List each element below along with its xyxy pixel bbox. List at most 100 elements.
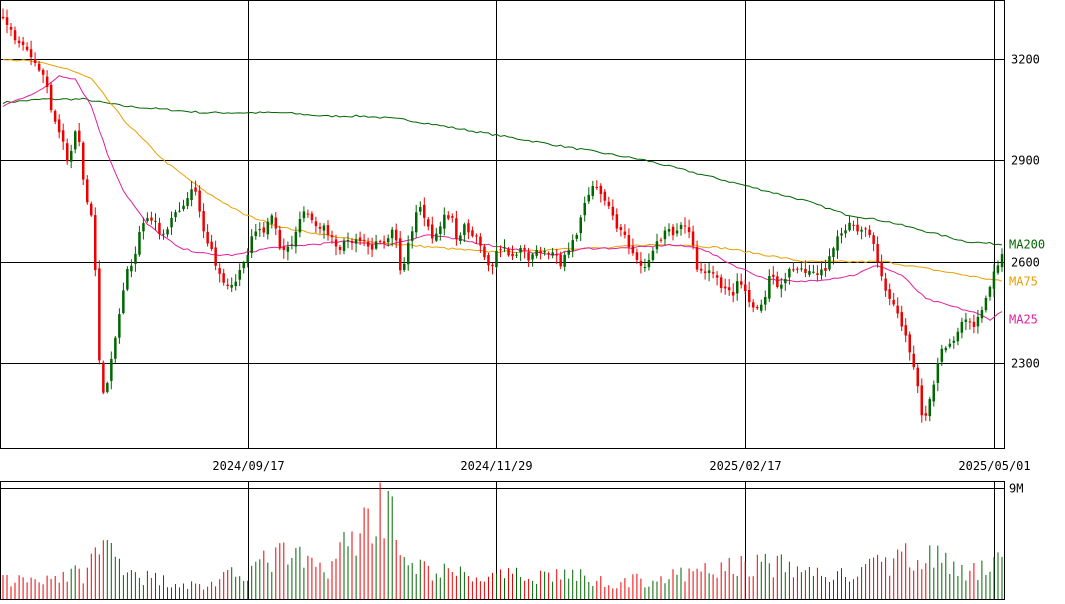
candle-body [956,331,960,342]
candle-body [539,251,542,253]
candle-body [394,229,398,241]
candle-body [531,254,534,260]
candle-body [274,217,278,229]
candle-body [98,268,101,361]
candle-body [122,290,125,314]
candle-body [214,247,217,266]
candle-body [944,347,948,351]
candle-body [66,143,69,162]
candle-body [603,191,607,201]
candle-body [326,225,330,235]
candle-body [948,343,952,347]
candle-body [527,252,530,261]
candle-body [780,284,783,289]
candle-body [455,218,458,239]
candle-body [246,255,249,263]
candle-body [138,232,141,255]
candle-body [800,268,803,270]
candle-body [278,229,282,249]
candle-body [306,213,310,215]
candle-body [322,225,326,231]
candle-body [21,41,25,45]
candle-body [796,268,799,270]
candle-body [146,218,149,222]
candle-body [366,241,370,247]
candle-body [844,230,847,234]
candle-body [567,250,570,255]
candle-body [61,130,65,142]
candle-body [106,383,109,392]
candle-body [804,268,807,273]
candle-body [980,310,984,319]
candle-body [45,76,49,87]
candle-body [964,319,968,322]
candle-body [868,229,871,235]
candle-body [788,269,791,278]
candle-body [952,340,956,343]
candle-body [282,246,286,251]
candle-body [687,227,691,233]
ma25-line [2,75,1003,321]
candle-body [150,217,153,221]
candle-body [972,321,976,327]
candle-body [242,262,245,269]
candle-body [423,204,426,218]
candle-body [250,236,253,253]
candle-body [924,413,927,416]
candle-body [828,256,831,270]
candle-body [683,225,687,227]
candle-body [130,265,133,272]
candle-body [459,235,462,241]
candle-body [519,248,522,253]
candle-body [218,268,221,274]
candle-body [563,254,566,267]
candle-body [776,276,779,287]
moving-average-lines [2,59,1003,321]
candle-body [475,235,478,237]
candle-body [764,297,767,305]
candle-body [655,241,659,250]
candle-body [29,49,33,58]
candle-body [37,63,41,71]
candle-body [555,254,558,256]
candle-body [495,250,498,268]
candle-body [523,248,526,250]
candle-body [988,287,992,297]
candle-body [134,253,137,264]
candle-body [9,27,13,30]
candle-body [266,221,270,235]
price-plot-frame [0,0,1005,449]
candle-body [238,270,241,280]
candle-body [671,226,675,236]
candle-body [515,254,518,256]
candle-body [25,46,29,50]
candle-body [57,119,61,133]
candle-body [615,214,619,229]
candle-body [727,287,731,291]
candle-body [976,316,980,327]
candle-body [723,286,727,289]
candle-body [876,244,879,263]
candle-body [744,284,747,291]
candle-body [318,226,322,229]
candle-body [707,270,711,273]
candle-body [768,276,771,299]
date-tick-label: 2024/11/29 [460,459,532,473]
candle-body [816,273,819,275]
candle-body [940,348,944,362]
candle-body [302,211,306,219]
candle-body [824,268,827,271]
candle-body [451,216,454,218]
candle-body [427,219,430,227]
candle-body [158,222,161,235]
price-tick-label: 3200 [1011,53,1040,67]
candle-body [354,239,358,244]
ma75-line [2,59,1003,282]
candle-body [415,212,418,233]
candle-body [575,235,578,239]
candle-body [202,211,205,232]
candle-body [583,203,586,216]
candle-body [431,224,434,239]
candle-body [932,384,935,402]
